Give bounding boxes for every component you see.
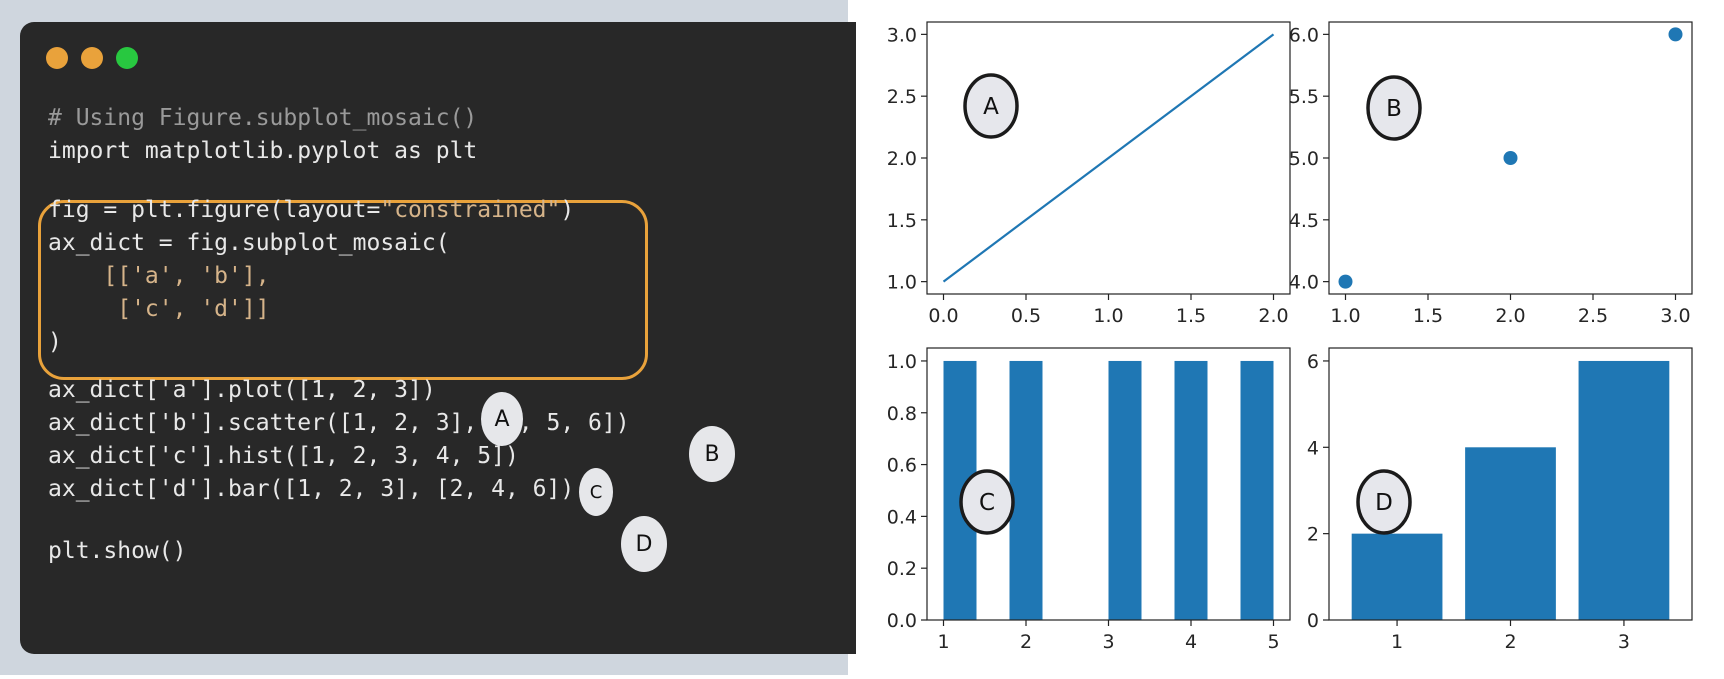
bar-2 bbox=[1465, 447, 1556, 620]
x-tick-label-1-5: 1.5 bbox=[1413, 305, 1443, 327]
plot-badge-b bbox=[1366, 75, 1422, 141]
y-tick-label-4-5: 4.5 bbox=[1289, 210, 1319, 232]
y-tick-label-5: 5.0 bbox=[1289, 148, 1319, 170]
highlight-box bbox=[38, 200, 648, 380]
code-comment-line: # Using Figure.subplot_mosaic() bbox=[48, 105, 478, 131]
x-tick-label-0-5: 0.5 bbox=[1011, 305, 1041, 327]
code-editor-window: # Using Figure.subplot_mosaic() import m… bbox=[20, 22, 856, 654]
subplot-d: 1 2 3 0 2 4 6 D bbox=[1307, 347, 1693, 653]
x-tick-label-4: 4 bbox=[1185, 631, 1197, 653]
code-figure-string: "constrained" bbox=[380, 197, 561, 223]
window-maximize-dot[interactable] bbox=[116, 47, 138, 69]
subplot-b: 1.0 1.5 2.0 2.5 3.0 4.0 4.5 5.0 5.5 6.0 B bbox=[1289, 21, 1693, 327]
code-panel-frame: # Using Figure.subplot_mosaic() import m… bbox=[0, 0, 856, 675]
window-close-dot[interactable] bbox=[46, 47, 68, 69]
subplot-a: 0.0 0.5 1.0 1.5 2.0 1.0 1.5 2.0 2.5 3.0 A bbox=[887, 21, 1291, 327]
y-tick-label-3: 3.0 bbox=[887, 24, 917, 46]
y-tick-label-5-5: 5.5 bbox=[1289, 86, 1319, 108]
hist-bar-4 bbox=[1174, 360, 1208, 620]
code-axdict-line: ax_dict = fig.subplot_mosaic( bbox=[48, 230, 450, 256]
hist-bar-5 bbox=[1240, 360, 1274, 620]
plot-badge-label-c: C bbox=[979, 490, 995, 516]
y-tick-label-1-5: 1.5 bbox=[887, 210, 917, 232]
bar-3 bbox=[1578, 360, 1670, 620]
y-tick-label-0: 0.0 bbox=[887, 610, 917, 632]
y-tick-label-0-4: 0.4 bbox=[887, 506, 917, 528]
y-tick-label-2: 2.0 bbox=[887, 148, 917, 170]
y-tick-label-6: 6.0 bbox=[1289, 24, 1319, 46]
y-tick-label-1: 1.0 bbox=[887, 272, 917, 294]
y-tick-label-0-6: 0.6 bbox=[887, 455, 917, 477]
x-tick-label-2: 2.0 bbox=[1495, 305, 1525, 327]
code-badge-a: A bbox=[481, 392, 523, 446]
code-badge-c: C bbox=[579, 468, 613, 516]
code-call-c: ax_dict['c'].hist([1, 2, 3, 4, 5]) bbox=[48, 443, 519, 469]
code-badge-b: B bbox=[689, 426, 735, 482]
code-call-d: ax_dict['d'].bar([1, 2, 3], [2, 4, 6]) bbox=[48, 476, 575, 502]
x-tick-label-2: 2 bbox=[1020, 631, 1032, 653]
plot-badge-a bbox=[963, 73, 1019, 139]
plot-badge-d bbox=[1356, 469, 1412, 535]
y-tick-label-2: 2 bbox=[1307, 524, 1319, 546]
matplotlib-figure: 0.0 0.5 1.0 1.5 2.0 1.0 1.5 2.0 2.5 3.0 A 1.0 1.5 2.0… bbox=[848, 0, 1724, 675]
scatter-point-2 bbox=[1503, 151, 1518, 165]
plot-badge-label-a: A bbox=[983, 94, 999, 120]
y-tick-label-6: 6 bbox=[1307, 351, 1319, 373]
code-figure-line: fig = plt.figure(layout="constrained") bbox=[48, 194, 574, 227]
x-tick-label-0: 0.0 bbox=[928, 305, 958, 327]
x-tick-label-1-5: 1.5 bbox=[1176, 305, 1206, 327]
code-call-b: ax_dict['b'].scatter([1, 2, 3], [4, 5, 6… bbox=[48, 410, 630, 436]
x-tick-label-1: 1 bbox=[937, 631, 949, 653]
code-figure-prefix: fig = plt.figure(layout= bbox=[48, 197, 381, 223]
scatter-point-1 bbox=[1338, 274, 1353, 289]
scatter-point-3 bbox=[1668, 27, 1683, 42]
code-mosaic-row-1: [['a', 'b'], bbox=[48, 263, 270, 289]
bar-1 bbox=[1351, 533, 1443, 620]
y-tick-label-0: 0 bbox=[1307, 610, 1319, 632]
line-series bbox=[942, 33, 1275, 283]
x-tick-label-3: 3.0 bbox=[1660, 305, 1690, 327]
y-tick-label-4: 4 bbox=[1307, 437, 1319, 459]
y-tick-label-4: 4.0 bbox=[1289, 272, 1319, 294]
y-tick-label-2-5: 2.5 bbox=[887, 86, 917, 108]
x-tick-label-3: 3 bbox=[1102, 631, 1114, 653]
code-figure-suffix: ) bbox=[560, 197, 575, 223]
code-import-line: import matplotlib.pyplot as plt bbox=[48, 138, 478, 164]
hist-bar-3 bbox=[1108, 360, 1142, 620]
code-close-paren: ) bbox=[48, 329, 62, 355]
x-tick-label-3: 3 bbox=[1618, 631, 1630, 653]
x-tick-label-2-5: 2.5 bbox=[1578, 305, 1608, 327]
code-badge-d: D bbox=[621, 516, 667, 572]
y-tick-label-1: 1.0 bbox=[887, 351, 917, 373]
code-call-a: ax_dict['a'].plot([1, 2, 3]) bbox=[48, 377, 436, 403]
x-tick-label-1: 1 bbox=[1391, 631, 1403, 653]
plot-badge-label-b: B bbox=[1386, 96, 1402, 122]
x-tick-label-1: 1.0 bbox=[1330, 305, 1360, 327]
code-show-line: plt.show() bbox=[48, 538, 187, 564]
figure-canvas: 0.0 0.5 1.0 1.5 2.0 1.0 1.5 2.0 2.5 3.0 A 1.0 1.5 2.0… bbox=[887, 21, 1693, 653]
x-tick-label-5: 5 bbox=[1267, 631, 1279, 653]
x-tick-label-2: 2 bbox=[1504, 631, 1516, 653]
window-minimize-dot[interactable] bbox=[81, 47, 103, 69]
x-tick-label-1: 1.0 bbox=[1093, 305, 1123, 327]
code-mosaic-row-2: ['c', 'd']] bbox=[48, 296, 270, 322]
x-tick-label-2: 2.0 bbox=[1258, 305, 1288, 327]
hist-bar-2 bbox=[1009, 360, 1043, 620]
y-tick-label-0-2: 0.2 bbox=[887, 558, 917, 580]
plot-badge-c bbox=[959, 469, 1015, 535]
plot-badge-label-d: D bbox=[1375, 490, 1393, 516]
subplot-c: 1 2 3 4 5 0.0 0.2 0.4 0.6 0.8 1.0 C bbox=[887, 347, 1291, 653]
y-tick-label-0-8: 0.8 bbox=[887, 403, 917, 425]
